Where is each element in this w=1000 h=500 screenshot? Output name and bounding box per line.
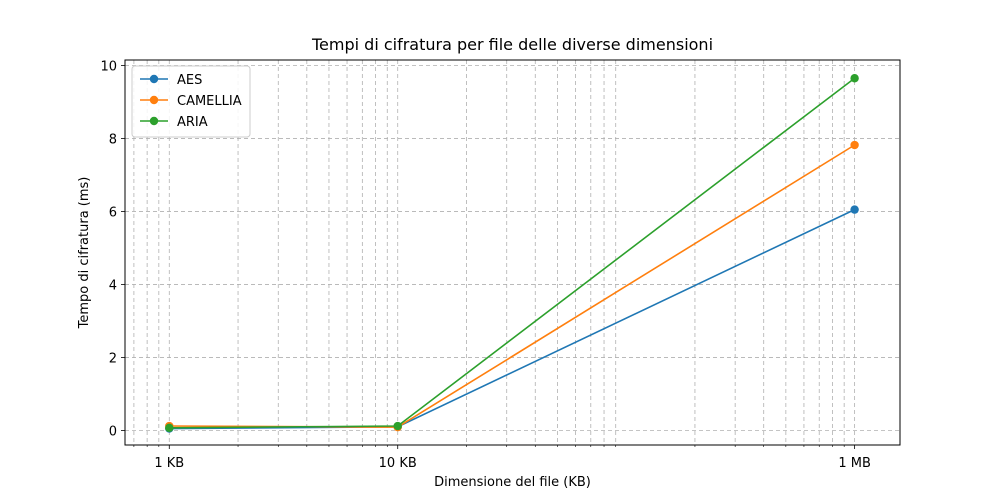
series-line-aes [169, 208, 855, 430]
legend-label-camellia: CAMELLIA [177, 94, 242, 109]
legend: AES CAMELLIA ARIA [131, 65, 251, 138]
y-tick-label: 2 [109, 351, 117, 366]
legend-label-aes: AES [177, 73, 202, 88]
data-point-aria [165, 423, 174, 433]
tick-layer: 1 KB 10 KB 1 MB 0 2 4 6 8 10 [100, 59, 870, 471]
chart-title: Tempi di cifratura per file delle divers… [311, 35, 713, 54]
data-point-camellia [850, 140, 859, 150]
legend-box [131, 65, 251, 138]
y-tick-label: 0 [109, 424, 117, 439]
y-tick-label: 8 [109, 132, 117, 147]
grid-layer [125, 60, 900, 445]
legend-marker-camellia [149, 95, 159, 105]
y-tick-label: 4 [109, 278, 117, 293]
x-axis-label: Dimensione del file (KB) [434, 475, 591, 490]
legend-marker-aria [149, 116, 159, 126]
data-point-aes [850, 205, 859, 214]
x-tick-label: 10 KB [379, 456, 417, 471]
series-line-aria [169, 77, 856, 429]
y-axis-label: Tempo di cifratura (ms) [77, 177, 92, 330]
plot-frame [124, 59, 901, 446]
y-tick-label: 10 [100, 59, 117, 74]
x-tick-label: 1 MB [838, 456, 871, 471]
legend-label-aria: ARIA [177, 115, 208, 130]
data-point-aria [850, 74, 859, 83]
series-line-camellia [169, 144, 856, 428]
y-tick-label: 6 [109, 205, 117, 220]
legend-marker-aes [149, 74, 159, 84]
series-layer [165, 74, 859, 433]
x-tick-label: 1 KB [154, 456, 184, 471]
data-point-aria [393, 421, 402, 431]
